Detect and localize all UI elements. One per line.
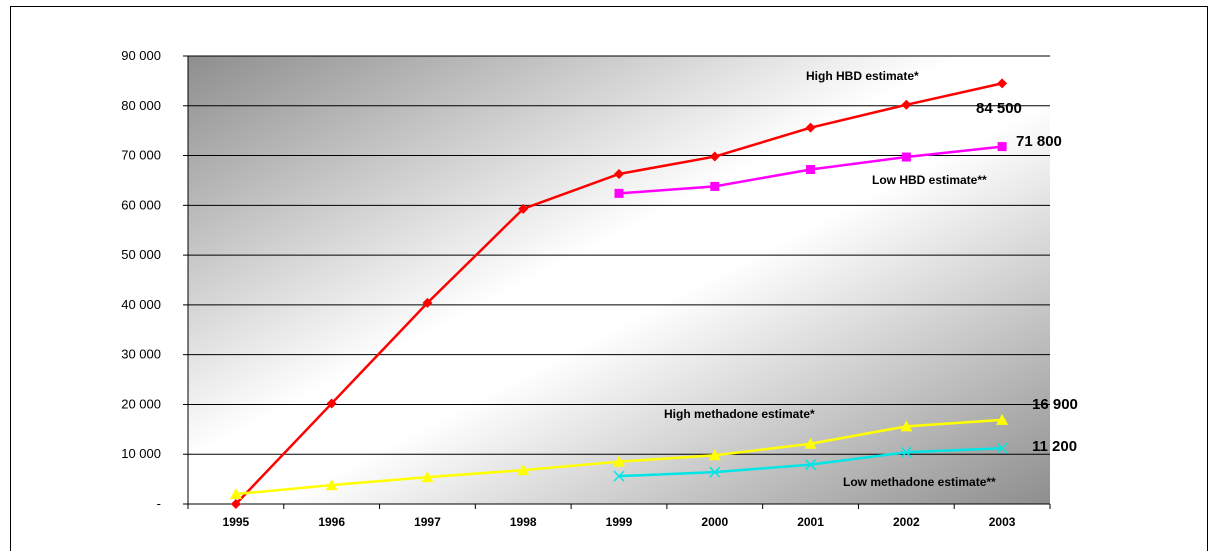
- end-label-high-methadone: 16 900: [1032, 396, 1078, 413]
- y-tick-label: 20 000: [121, 396, 161, 411]
- data-point: [997, 142, 1007, 152]
- end-label-low-methadone: 11 200: [1032, 438, 1077, 455]
- data-point: [901, 99, 912, 110]
- x-tick-label: 2001: [797, 515, 824, 529]
- data-point: [805, 459, 817, 471]
- data-point: [900, 420, 913, 432]
- series-label-high-methadone: High methadone estimate*: [664, 407, 815, 421]
- data-point: [805, 122, 816, 133]
- series-labels: High HBD estimate* 84 500 Low HBD estima…: [664, 69, 1078, 489]
- y-tick-label: 50 000: [121, 247, 161, 262]
- chart-frame: [10, 6, 1208, 551]
- y-tick-label: -: [157, 496, 161, 511]
- data-point-stroke: [613, 470, 625, 482]
- axes: [183, 55, 1051, 509]
- data-point: [422, 297, 433, 308]
- data-point: [806, 164, 816, 174]
- data-point: [709, 466, 721, 478]
- data-point: [708, 449, 721, 461]
- data-point: [901, 152, 911, 162]
- data-point-stroke: [709, 466, 721, 478]
- y-tick-labels: - 10 000 20 000 30 000 40 000 50 000 60 000 70 …: [121, 48, 161, 511]
- y-tick-label: 90 000: [121, 48, 161, 63]
- data-point-stroke: [900, 446, 912, 458]
- data-point: [325, 479, 338, 491]
- series-markers: [229, 78, 1009, 509]
- y-tick-label: 40 000: [121, 297, 161, 312]
- x-tick-label: 1995: [223, 515, 250, 529]
- data-point: [613, 470, 625, 482]
- series-label-low-methadone: Low methadone estimate**: [843, 475, 996, 489]
- data-point: [517, 464, 530, 476]
- data-point: [996, 413, 1009, 425]
- end-label-low-hbd: 71 800: [1016, 133, 1062, 150]
- y-tick-label: 30 000: [121, 347, 161, 362]
- x-tick-label: 2003: [989, 515, 1016, 529]
- data-point: [326, 398, 337, 409]
- x-tick-label: 1996: [318, 515, 345, 529]
- y-tick-label: 70 000: [121, 148, 161, 163]
- end-label-high-hbd: 84 500: [976, 100, 1022, 117]
- y-tick-label: 60 000: [121, 197, 161, 212]
- data-point: [230, 499, 241, 509]
- plot-area: [188, 56, 1050, 504]
- data-point: [518, 203, 529, 214]
- series-label-high-hbd: High HBD estimate*: [806, 69, 919, 83]
- x-tick-label: 1999: [606, 515, 633, 529]
- data-point: [614, 168, 624, 179]
- data-point-stroke: [996, 442, 1008, 454]
- y-tick-label: 10 000: [121, 446, 161, 461]
- data-point: [709, 151, 720, 162]
- x-tick-labels: 1995 1996 1997 1998 1999 2000 2001 2002 2003: [223, 515, 1016, 529]
- data-point: [614, 188, 624, 198]
- data-point: [900, 446, 912, 458]
- data-point: [996, 442, 1008, 454]
- data-point: [229, 488, 242, 500]
- x-tick-label: 2000: [701, 515, 728, 529]
- data-point-stroke: [805, 459, 817, 471]
- x-tick-label: 1998: [510, 515, 537, 529]
- series-label-low-hbd: Low HBD estimate**: [872, 173, 987, 187]
- data-point: [613, 455, 625, 467]
- data-point: [804, 437, 817, 449]
- data-point: [710, 181, 720, 191]
- x-tick-label: 2002: [893, 515, 920, 529]
- data-point: [421, 471, 434, 483]
- y-tick-label: 80 000: [121, 98, 161, 113]
- x-tick-label: 1997: [414, 515, 441, 529]
- data-point: [997, 78, 1008, 89]
